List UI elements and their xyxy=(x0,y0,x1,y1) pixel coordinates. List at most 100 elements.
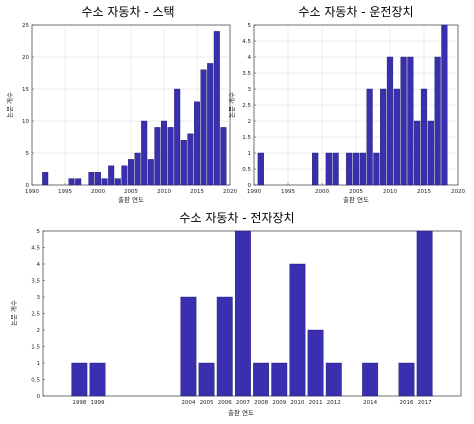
chart-electronics-bar xyxy=(180,296,197,397)
chart-electronics-x-tick-label: 2007 xyxy=(236,400,250,406)
chart-electronics-bar xyxy=(198,362,215,397)
chart-stack-bar xyxy=(134,152,141,186)
chart-drive-bar xyxy=(414,120,421,186)
chart-stack-x-tick-label: 1990 xyxy=(25,189,39,195)
chart-drive-y-tick-label: 3.5 xyxy=(242,71,251,77)
chart-electronics-bar xyxy=(216,296,233,397)
chart-drive-y-tick-label: 0.5 xyxy=(242,167,251,173)
chart-stack-ylabel: 논문 개수 xyxy=(5,92,14,118)
chart-stack-bar xyxy=(121,165,128,186)
chart-electronics-bar xyxy=(71,362,88,397)
chart-drive-x-tick-label: 2015 xyxy=(417,189,431,195)
chart-electronics-title: 수소 자동차 - 전자장치 xyxy=(179,211,294,225)
chart-stack-bar xyxy=(193,101,201,186)
chart-stack-bar xyxy=(220,127,227,186)
chart-electronics-y-tick-label: 3.5 xyxy=(31,279,40,285)
chart-electronics-bar xyxy=(307,329,324,397)
chart-electronics-x-tick-label: 2005 xyxy=(200,400,214,406)
chart-electronics-y-tick-label: 2 xyxy=(37,328,41,334)
chart-stack-y-tick-label: 10 xyxy=(22,119,29,125)
chart-stack-bar xyxy=(127,159,135,186)
chart-electronics-bar xyxy=(271,362,288,397)
chart-drive-bar xyxy=(427,120,434,186)
chart-electronics: 수소 자동차 - 전자장치 0 0.5 1 1.5 2 2.5 3 3.5 4 4.5 5 1998… xyxy=(9,211,462,417)
chart-stack-bar xyxy=(42,171,49,186)
chart-stack-bar xyxy=(207,63,214,186)
chart-stack-bar xyxy=(213,31,220,186)
chart-drive-xlabel: 출판 연도 xyxy=(343,195,369,204)
chart-stack-bar xyxy=(154,127,161,186)
chart-stack-bar xyxy=(174,88,181,186)
chart-stack-x-tick-label: 2010 xyxy=(157,189,171,195)
chart-electronics-y-tick-label: 4.5 xyxy=(31,246,40,252)
chart-electronics-plot-area xyxy=(42,230,462,397)
chart-drive-bar xyxy=(332,152,339,186)
chart-stack-bar xyxy=(160,120,168,186)
chart-drive-bar xyxy=(434,56,441,186)
chart-stack-bar xyxy=(187,133,194,186)
chart-drive-bar xyxy=(386,56,394,186)
chart-stack-y-tick-label: 15 xyxy=(22,87,29,93)
chart-electronics-x-tick-label: 2009 xyxy=(272,400,286,406)
chart-electronics-y-tick-label: 3 xyxy=(37,295,41,301)
chart-stack-bar xyxy=(167,127,174,186)
chart-electronics-bar xyxy=(416,230,433,397)
chart-electronics-x-tick-label: 1999 xyxy=(91,400,105,406)
chart-electronics-y-tick-label: 1.5 xyxy=(31,345,40,351)
chart-electronics-bar xyxy=(234,230,251,397)
chart-electronics-x-tick-label: 2014 xyxy=(363,400,377,406)
chart-stack-x-tick-label: 2005 xyxy=(124,189,138,195)
chart-electronics-x-tick-label: 2012 xyxy=(327,400,341,406)
chart-electronics-x-tick-label: 2008 xyxy=(254,400,268,406)
chart-drive-bar xyxy=(257,152,264,186)
chart-drive-ylabel: 논문 개수 xyxy=(227,92,236,118)
chart-electronics-x-tick-label: 2017 xyxy=(418,400,432,406)
chart-drive-bar xyxy=(441,24,448,186)
chart-drive-x-tick-label: 2000 xyxy=(315,189,329,195)
chart-stack-x-tick-label: 2000 xyxy=(91,189,105,195)
chart-drive-x-tick-label: 2005 xyxy=(349,189,363,195)
chart-electronics-x-tick-label: 1998 xyxy=(72,400,86,406)
chart-electronics-x-tick-label: 2016 xyxy=(399,400,413,406)
chart-stack-bar xyxy=(141,120,148,186)
chart-electronics-y-tick-label: 0.5 xyxy=(31,378,40,384)
chart-drive-bar xyxy=(359,152,366,186)
chart-drive-y-tick-label: 0 xyxy=(248,183,252,189)
chart-electronics-ylabel: 논문 개수 xyxy=(9,300,18,326)
chart-drive-y-tick-label: 5 xyxy=(248,23,252,29)
chart-electronics-bar xyxy=(289,263,306,397)
chart-stack-x-tick-label: 1995 xyxy=(58,189,72,195)
chart-stack-bar xyxy=(180,139,187,186)
chart-stack-y-tick-label: 5 xyxy=(26,151,30,157)
chart-drive-x-tick-label: 1995 xyxy=(281,189,295,195)
chart-stack-bar xyxy=(101,178,108,186)
chart-stack-title: 수소 자동차 - 스택 xyxy=(81,5,174,19)
chart-electronics-bar xyxy=(398,362,415,397)
chart-drive-bar xyxy=(380,88,387,186)
chart-electronics-y-tick-label: 2.5 xyxy=(31,312,40,318)
chart-drive-x-tick-label: 1990 xyxy=(247,189,261,195)
chart-drive-y-tick-label: 1 xyxy=(248,151,252,157)
chart-drive-x-tick-label: 2010 xyxy=(383,189,397,195)
chart-stack-y-tick-label: 25 xyxy=(22,23,29,29)
chart-stack-bar xyxy=(88,171,95,186)
chart-electronics-bar xyxy=(89,362,106,397)
chart-electronics-y-tick-label: 1 xyxy=(37,361,41,367)
chart-electronics-y-tick-label: 5 xyxy=(37,229,41,235)
chart-drive-y-tick-label: 4 xyxy=(248,55,252,61)
chart-electronics-y-tick-label: 0 xyxy=(37,394,41,400)
chart-stack-bar xyxy=(147,159,154,186)
chart-drive-bar xyxy=(407,56,414,186)
chart-drive-bar xyxy=(325,152,332,186)
chart-drive-bar xyxy=(312,152,319,186)
chart-stack-bar xyxy=(75,178,82,186)
chart-drive-bar xyxy=(420,88,428,186)
chart-drive-y-tick-label: 2 xyxy=(248,119,252,125)
chart-drive-bar xyxy=(366,88,373,186)
chart-drive-bar xyxy=(346,152,353,186)
chart-electronics-bar xyxy=(362,362,379,397)
chart-electronics-x-tick-label: 2004 xyxy=(181,400,195,406)
chart-stack-x-tick-label: 2015 xyxy=(190,189,204,195)
chart-drive-y-tick-label: 4.5 xyxy=(242,39,251,45)
